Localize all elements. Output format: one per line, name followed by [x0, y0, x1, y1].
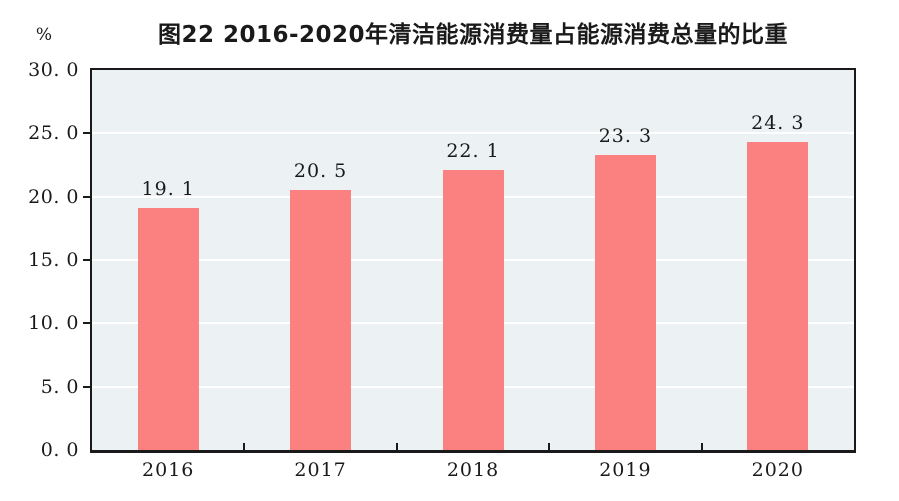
gridline-25 [92, 132, 854, 135]
x-axis-boundary-tick-2 [395, 443, 398, 450]
bar-value-label-2016: 19. 1 [141, 178, 195, 201]
x-axis-boundary-tick-4 [700, 443, 703, 450]
y-axis-tick-15 [83, 259, 90, 261]
x-axis-label-2020: 2020 [751, 459, 804, 481]
y-axis-tick-5 [83, 385, 90, 388]
bar-2018 [442, 170, 504, 450]
x-axis-boundary-tick-1 [243, 443, 246, 450]
y-axis-tick-25 [83, 132, 90, 135]
bar-value-label-2020: 24. 3 [751, 112, 805, 135]
y-axis-tick-20 [83, 195, 90, 198]
bar-2017 [290, 190, 352, 450]
bar-2016 [137, 208, 199, 450]
x-axis-label-2018: 2018 [446, 459, 500, 481]
y-axis-label-20: 20. 0 [28, 185, 79, 208]
y-axis-label-25: 25. 0 [28, 122, 79, 145]
x-axis-label-2019: 2019 [599, 459, 652, 481]
y-axis-unit-label: % [35, 25, 53, 45]
x-axis-label-2016: 2016 [142, 459, 195, 481]
y-axis-tick-10 [83, 322, 90, 325]
y-axis-label-15: 15. 0 [28, 249, 79, 271]
bar-value-label-2018: 22. 1 [446, 140, 500, 163]
bar-2020 [747, 142, 809, 450]
chart-title: 图22 2016-2020年清洁能源消费量占能源消费总量的比重 [157, 22, 789, 48]
bar-value-label-2017: 20. 5 [293, 160, 348, 183]
bar-value-label-2019: 23. 3 [598, 124, 653, 147]
y-axis-label-30: 30. 0 [28, 59, 79, 81]
y-axis-label-5: 5. 0 [40, 375, 79, 398]
x-axis-label-2017: 2017 [294, 459, 347, 481]
y-axis-label-0: 0. 0 [40, 439, 79, 461]
bar-2019 [594, 154, 656, 450]
plot-area: 19. 1 20. 5 22. 1 23. 3 24. 3 [90, 68, 856, 453]
x-axis-boundary-tick-3 [548, 443, 551, 450]
y-axis-label-10: 10. 0 [28, 312, 79, 335]
